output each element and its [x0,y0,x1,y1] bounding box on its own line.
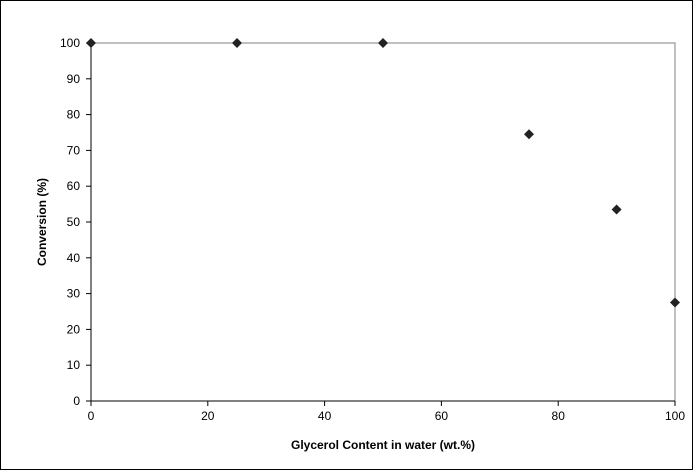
data-point [232,38,242,48]
y-tick-label: 80 [67,108,81,122]
plot-area [90,42,676,402]
data-point [670,297,680,308]
y-tick-label: 90 [67,72,81,86]
x-tick-label: 40 [318,409,332,423]
y-tick-label: 0 [73,394,80,408]
data-point [378,38,388,48]
x-tick-label: 80 [552,409,566,423]
x-tick-label: 0 [88,409,95,423]
y-tick-label: 10 [67,358,81,372]
y-tick-label: 30 [67,287,81,301]
data-point [524,129,534,140]
y-axis-title: Conversion (%) [35,178,49,266]
data-points [86,38,680,308]
data-point [611,204,622,215]
y-tick-label: 50 [67,215,81,229]
y-tick-label: 70 [67,143,81,157]
x-axis-ticks: 0 20 40 60 80 100 [88,401,685,423]
x-tick-label: 60 [435,409,449,423]
x-axis-title: Glycerol Content in water (wt.%) [291,438,475,452]
y-tick-label: 20 [67,322,81,336]
x-tick-label: 20 [201,409,215,423]
y-tick-label: 60 [67,179,81,193]
y-axis-ticks: 0 10 20 30 40 50 60 70 80 90 100 [60,36,91,408]
y-tick-label: 40 [67,251,81,265]
y-tick-label: 100 [60,36,80,50]
data-point [86,38,96,48]
x-tick-label: 100 [665,409,685,423]
